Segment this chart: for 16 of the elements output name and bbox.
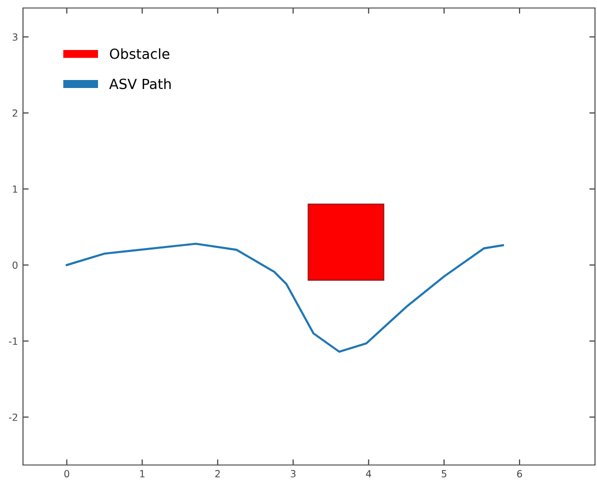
x-tick-label: 4 xyxy=(366,470,372,478)
legend-label: Obstacle xyxy=(110,48,170,60)
y-tick-label: 2 xyxy=(12,109,18,117)
legend-label: ASV Path xyxy=(109,78,171,90)
x-tick-label: 5 xyxy=(442,470,446,478)
line-series xyxy=(66,242,504,353)
x-tick-label: 6 xyxy=(517,470,522,478)
y-tick-label: 3 xyxy=(12,33,18,41)
y-tick-label: -2 xyxy=(8,414,18,421)
x-tick-label: 0 xyxy=(64,470,70,478)
x-tick-label: 2 xyxy=(215,470,220,478)
y-tick-label: 1 xyxy=(13,186,18,193)
x-tick-label: 1 xyxy=(140,470,144,478)
y-tick-label: 0 xyxy=(12,261,18,269)
x-tick-label: 3 xyxy=(290,470,296,478)
y-tick-label: -1 xyxy=(8,338,18,345)
